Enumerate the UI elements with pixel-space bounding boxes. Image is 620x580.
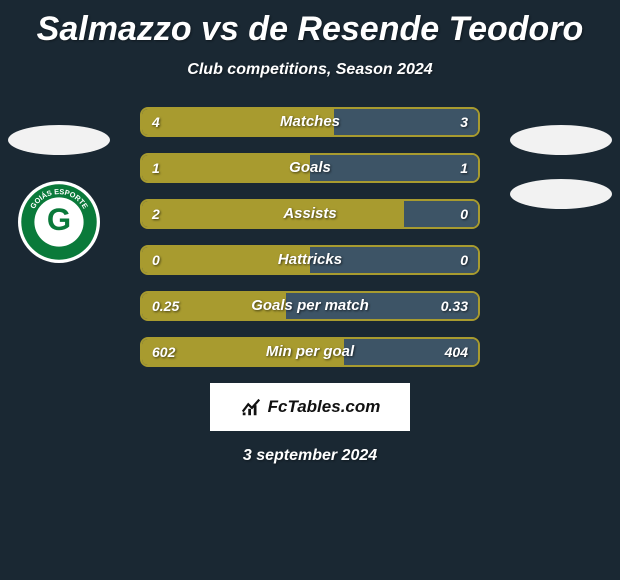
stat-label: Hattricks: [142, 247, 478, 273]
footer-date: 3 september 2024: [0, 447, 620, 465]
stat-label: Min per goal: [142, 339, 478, 365]
stat-label: Matches: [142, 109, 478, 135]
subtitle: Club competitions, Season 2024: [0, 61, 620, 79]
club-left-badge: GOIÁS ESPORTE CLUBE G 6-4-1943: [18, 181, 100, 263]
stat-row: 43Matches: [140, 107, 480, 137]
stat-row: 602404Min per goal: [140, 337, 480, 367]
stat-row: 20Assists: [140, 199, 480, 229]
stat-label: Assists: [142, 201, 478, 227]
club-right-placeholder: [510, 179, 612, 209]
stat-label: Goals per match: [142, 293, 478, 319]
site-badge: FcTables.com: [210, 383, 410, 431]
stats-area: GOIÁS ESPORTE CLUBE G 6-4-1943 43Matches…: [0, 107, 620, 367]
avatar-left-placeholder: [8, 125, 110, 155]
stat-row: 00Hattricks: [140, 245, 480, 275]
stats-icon: [240, 396, 262, 418]
svg-text:G: G: [47, 202, 71, 237]
stat-bars: 43Matches 11Goals 20Assists 00Hattricks 0.25…: [140, 107, 480, 367]
page-title: Salmazzo vs de Resende Teodoro: [0, 0, 620, 49]
avatar-right-placeholder: [510, 125, 612, 155]
goias-icon: GOIÁS ESPORTE CLUBE G 6-4-1943: [18, 181, 100, 263]
svg-text:6-4-1943: 6-4-1943: [49, 236, 69, 242]
site-badge-label: FcTables.com: [268, 397, 381, 417]
stat-label: Goals: [142, 155, 478, 181]
stat-row: 0.250.33Goals per match: [140, 291, 480, 321]
stat-row: 11Goals: [140, 153, 480, 183]
